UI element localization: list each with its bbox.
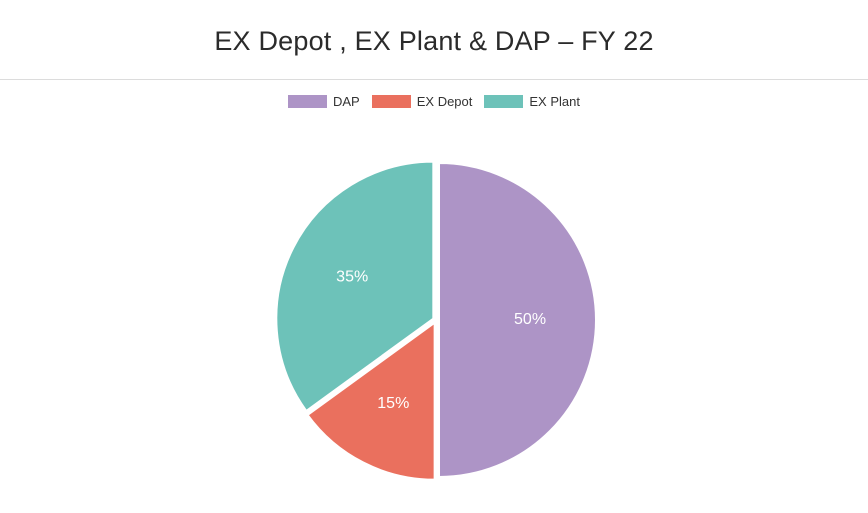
legend-label-ex-depot: EX Depot xyxy=(416,94,473,109)
legend-item-ex-plant[interactable]: EX Plant xyxy=(484,94,580,109)
data-label-ex-depot: 15% xyxy=(377,395,409,412)
legend-label-dap: DAP xyxy=(333,94,360,109)
chart-title: EX Depot , EX Plant & DAP – FY 22 xyxy=(214,26,654,56)
legend-swatch-ex-plant xyxy=(484,95,524,108)
data-label-ex-plant: 35% xyxy=(336,269,368,286)
chart-legend: DAP EX Depot EX Plant xyxy=(0,94,868,109)
pie-slice-ex-plant[interactable] xyxy=(275,160,435,413)
data-label-dap: 50% xyxy=(514,311,546,328)
legend-swatch-dap xyxy=(288,95,327,108)
pie-slice-ex-depot[interactable] xyxy=(306,320,436,481)
title-divider xyxy=(0,79,868,80)
legend-item-ex-depot[interactable]: EX Depot xyxy=(371,94,473,109)
legend-item-dap[interactable]: DAP xyxy=(288,94,360,109)
legend-label-ex-plant: EX Plant xyxy=(529,94,580,109)
legend-swatch-ex-depot xyxy=(371,95,411,108)
pie-slice-dap[interactable] xyxy=(438,161,597,479)
